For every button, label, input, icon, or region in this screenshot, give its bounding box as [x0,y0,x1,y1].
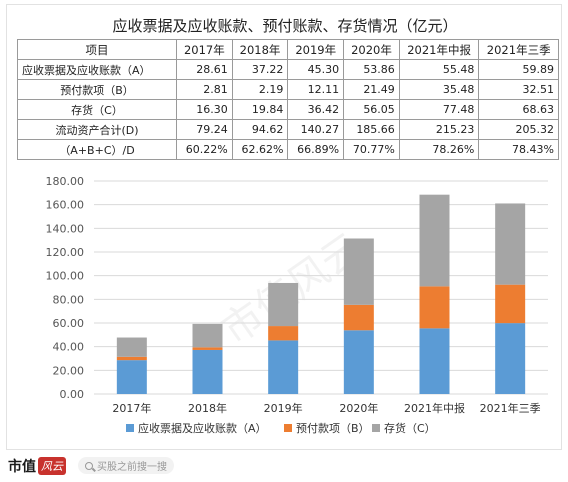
footer-bar: 市值 风云 买股之前搜一搜 [0,450,568,482]
table-cell: 70.77% [343,139,400,160]
brand-logo[interactable]: 市值 风云 [8,456,66,476]
chart-frame: 应收票据及应收账款、预付账款、存货情况（亿元） 项目 2017年 2018年 2… [6,4,562,450]
legend-label: 应收票据及应收账款（A） [138,421,267,435]
bar-segment [192,323,223,348]
bar-segment [495,323,526,394]
bar-segment [495,203,526,285]
bar-segment [192,347,223,350]
table-row: 应收票据及应收账款（A） 28.61 37.22 45.30 53.86 55.… [17,59,559,80]
bar-segment [419,194,450,287]
stacked-bar-chart: 市值风云0.0020.0040.0060.0080.00100.00120.00… [46,175,548,435]
bar-segment [268,326,299,341]
table-row: （A+B+C）/D 60.22% 62.62% 66.89% 70.77% 78… [17,139,559,160]
y-tick-label: 100.00 [46,270,85,283]
table-row-label: （A+B+C）/D [17,139,177,160]
chart-title: 应收票据及应收账款、预付账款、存货情况（亿元） [112,17,458,35]
x-tick-label: 2021年中报 [404,401,465,415]
table-header-row: 项目 2017年 2018年 2019年 2020年 2021年中报 2021年… [17,39,559,60]
y-tick-label: 180.00 [46,175,85,188]
y-tick-label: 160.00 [46,199,85,212]
y-tick-label: 140.00 [46,222,85,235]
bar-segment [343,330,374,394]
table-cell: 36.42 [287,99,345,120]
search-input[interactable]: 买股之前搜一搜 [78,457,174,474]
table-header-cell: 2021年三季 [478,39,559,60]
table-row: 存货（C） 16.30 19.84 36.42 56.05 77.48 68.6… [17,99,559,120]
logo-text: 市值 [8,459,36,475]
data-table: 项目 2017年 2018年 2019年 2020年 2021年中报 2021年… [17,39,559,160]
table-cell: 62.62% [231,139,289,160]
legend-swatch [284,424,292,432]
bar-segment [268,282,299,327]
y-tick-label: 0.00 [60,388,85,401]
bar-segment [116,337,147,357]
table-header-cell: 2020年 [343,39,400,60]
y-tick-label: 20.00 [53,364,85,377]
bar-segment [192,349,223,394]
y-tick-label: 120.00 [46,246,85,259]
legend-label: 存货（C） [384,421,436,435]
table-row-label: 存货（C） [17,99,177,120]
x-tick-label: 2021年三季 [480,401,541,415]
table-cell: 77.48 [398,99,480,120]
bar-segment [116,356,147,361]
bar-segment [419,286,450,329]
y-tick-label: 60.00 [53,317,85,330]
bar-segment [268,340,299,394]
table-cell: 66.89% [287,139,345,160]
table-cell: 53.86 [343,59,400,80]
bar-segment [495,284,526,324]
logo-badge: 风云 [38,457,66,475]
table-cell: 59.89 [478,59,559,80]
legend-swatch [372,424,380,432]
bar-segment [116,360,147,394]
bar-segment [343,238,374,305]
table-cell: 185.66 [343,119,400,140]
table-cell: 55.48 [398,59,480,80]
x-tick-label: 2019年 [264,401,303,415]
table-row: 预付款项（B） 2.81 2.19 12.11 21.49 35.48 32.5… [17,79,559,100]
table-header-cell: 2019年 [287,39,345,60]
table-cell: 2.19 [231,79,289,100]
table-cell: 78.43% [478,139,559,160]
x-tick-label: 2020年 [339,401,378,415]
table-cell: 60.22% [176,139,233,160]
bar-segment [419,328,450,394]
search-placeholder: 买股之前搜一搜 [97,462,167,473]
table-cell: 19.84 [231,99,289,120]
table-cell: 28.61 [176,59,233,80]
legend-label: 预付款项（B） [296,421,370,435]
x-tick-label: 2018年 [188,401,227,415]
table-cell: 37.22 [231,59,289,80]
bar-segment [343,304,374,331]
table-cell: 78.26% [398,139,480,160]
legend-swatch [126,424,134,432]
y-tick-label: 40.00 [53,341,85,354]
y-tick-label: 80.00 [53,293,85,306]
search-icon [85,461,93,470]
x-tick-label: 2017年 [112,401,151,415]
